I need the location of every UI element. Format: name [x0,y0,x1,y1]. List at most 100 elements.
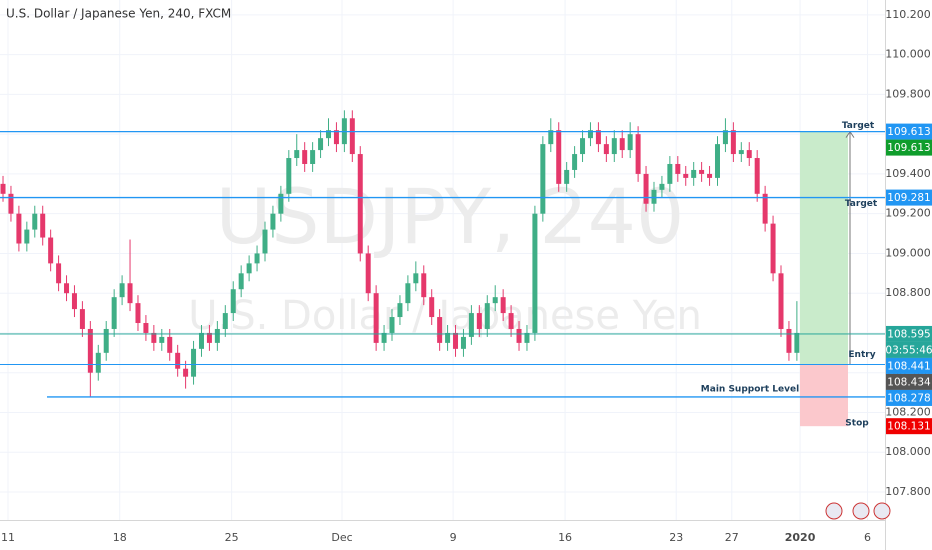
candle-body [238,273,244,290]
candle-body [786,328,792,353]
candle-body [762,193,768,224]
candle-body [587,130,593,139]
price-tag [886,389,932,406]
candle-body [198,332,204,349]
candle-body [675,163,681,174]
candle-body [548,130,554,145]
y-tick-label: 110.200 [885,8,931,21]
candle-body [453,332,459,349]
candle-body [746,150,752,159]
candle-body [595,130,601,145]
countdown-label: 03:55:46 [885,344,932,356]
candle-body [476,313,482,329]
candle-body [24,229,30,244]
candle-body [572,154,578,170]
countdown-tag [886,341,932,358]
price-tag-label: 109.613 [887,126,930,138]
candle-body [111,297,117,329]
x-tick-label: 6 [864,531,871,544]
x-tick-label: 11 [1,531,15,544]
candle-body [127,283,133,304]
price-tag-label: 108.441 [887,360,930,372]
candle-body [714,144,720,178]
candle-body [302,150,308,164]
candle-body [214,328,220,343]
candle-body [683,173,689,178]
price-tag [886,373,932,390]
candle-body [492,297,498,304]
candle-body [278,193,284,214]
candle-body [619,138,625,151]
candle-body [667,163,673,184]
candle-body [95,352,101,373]
price-tag [886,418,932,435]
x-tick-label: 27 [725,531,739,544]
y-tick-label: 108.000 [885,445,931,458]
candle-body [516,328,522,343]
candle-body [103,328,109,353]
candle-body [183,368,189,377]
candle-body [159,336,165,343]
line-label: Target [845,199,878,209]
candle-body [500,297,506,314]
candle-body [333,130,339,145]
candle-body [381,332,387,343]
candle-body [389,317,395,333]
candle-body [56,263,62,284]
flag-icon [825,502,843,520]
flag-icon [852,502,870,520]
candle-body [191,348,197,377]
x-tick-label: 25 [225,531,239,544]
y-tick-label: 109.000 [885,246,931,259]
y-tick-label: 110.000 [885,48,931,61]
candle-body [643,173,649,204]
candle-body [286,158,292,194]
candle-body [119,283,125,298]
chart-title: U.S. Dollar / Japanese Yen, 240, FXCM [6,7,231,21]
price-tag-label: 108.131 [887,421,930,433]
flag-icons [825,502,891,520]
x-tick-label: 18 [113,531,127,544]
candle-body [556,130,562,184]
candle-body [365,253,371,294]
candle-body [738,150,744,155]
candle-body [659,183,665,190]
candle-body [143,323,149,333]
candle-body [206,332,212,343]
y-tick-label: 108.200 [885,405,931,418]
candle-body [32,213,38,230]
candle-body [778,273,784,329]
candle-body [437,317,443,343]
candle-body [326,130,332,139]
candle-body [564,169,570,184]
candle-body [87,328,93,373]
plot: Target Main Support Level Target Entry Stop [0,110,885,429]
candle-body [270,213,276,230]
candle-body [532,213,538,333]
axes: 107.800108.000108.200108.400108.600108.8… [1,8,932,544]
candle-body [468,313,474,337]
target-label: Target [842,121,875,131]
candle-body [230,289,236,314]
price-tag-label: 108.595 [887,328,930,340]
y-tick-label: 109.800 [885,87,931,100]
candle-body [254,253,260,264]
candle-body [754,158,760,194]
candle-body [691,169,697,178]
candle-body [16,213,22,244]
candle-body [222,313,228,329]
price-tag-label: 108.278 [887,392,930,404]
candle-body [246,263,252,274]
candle-body [0,183,6,194]
candle-body [627,134,633,151]
candle-body [175,352,181,369]
candle-body [318,138,324,151]
x-tick-label: 16 [558,531,572,544]
candle-body [603,144,609,155]
candle-body [373,293,379,343]
y-tick-label: 109.400 [885,167,931,180]
candle-body [508,313,514,329]
candle-body [524,332,530,343]
candle-body [397,303,403,318]
